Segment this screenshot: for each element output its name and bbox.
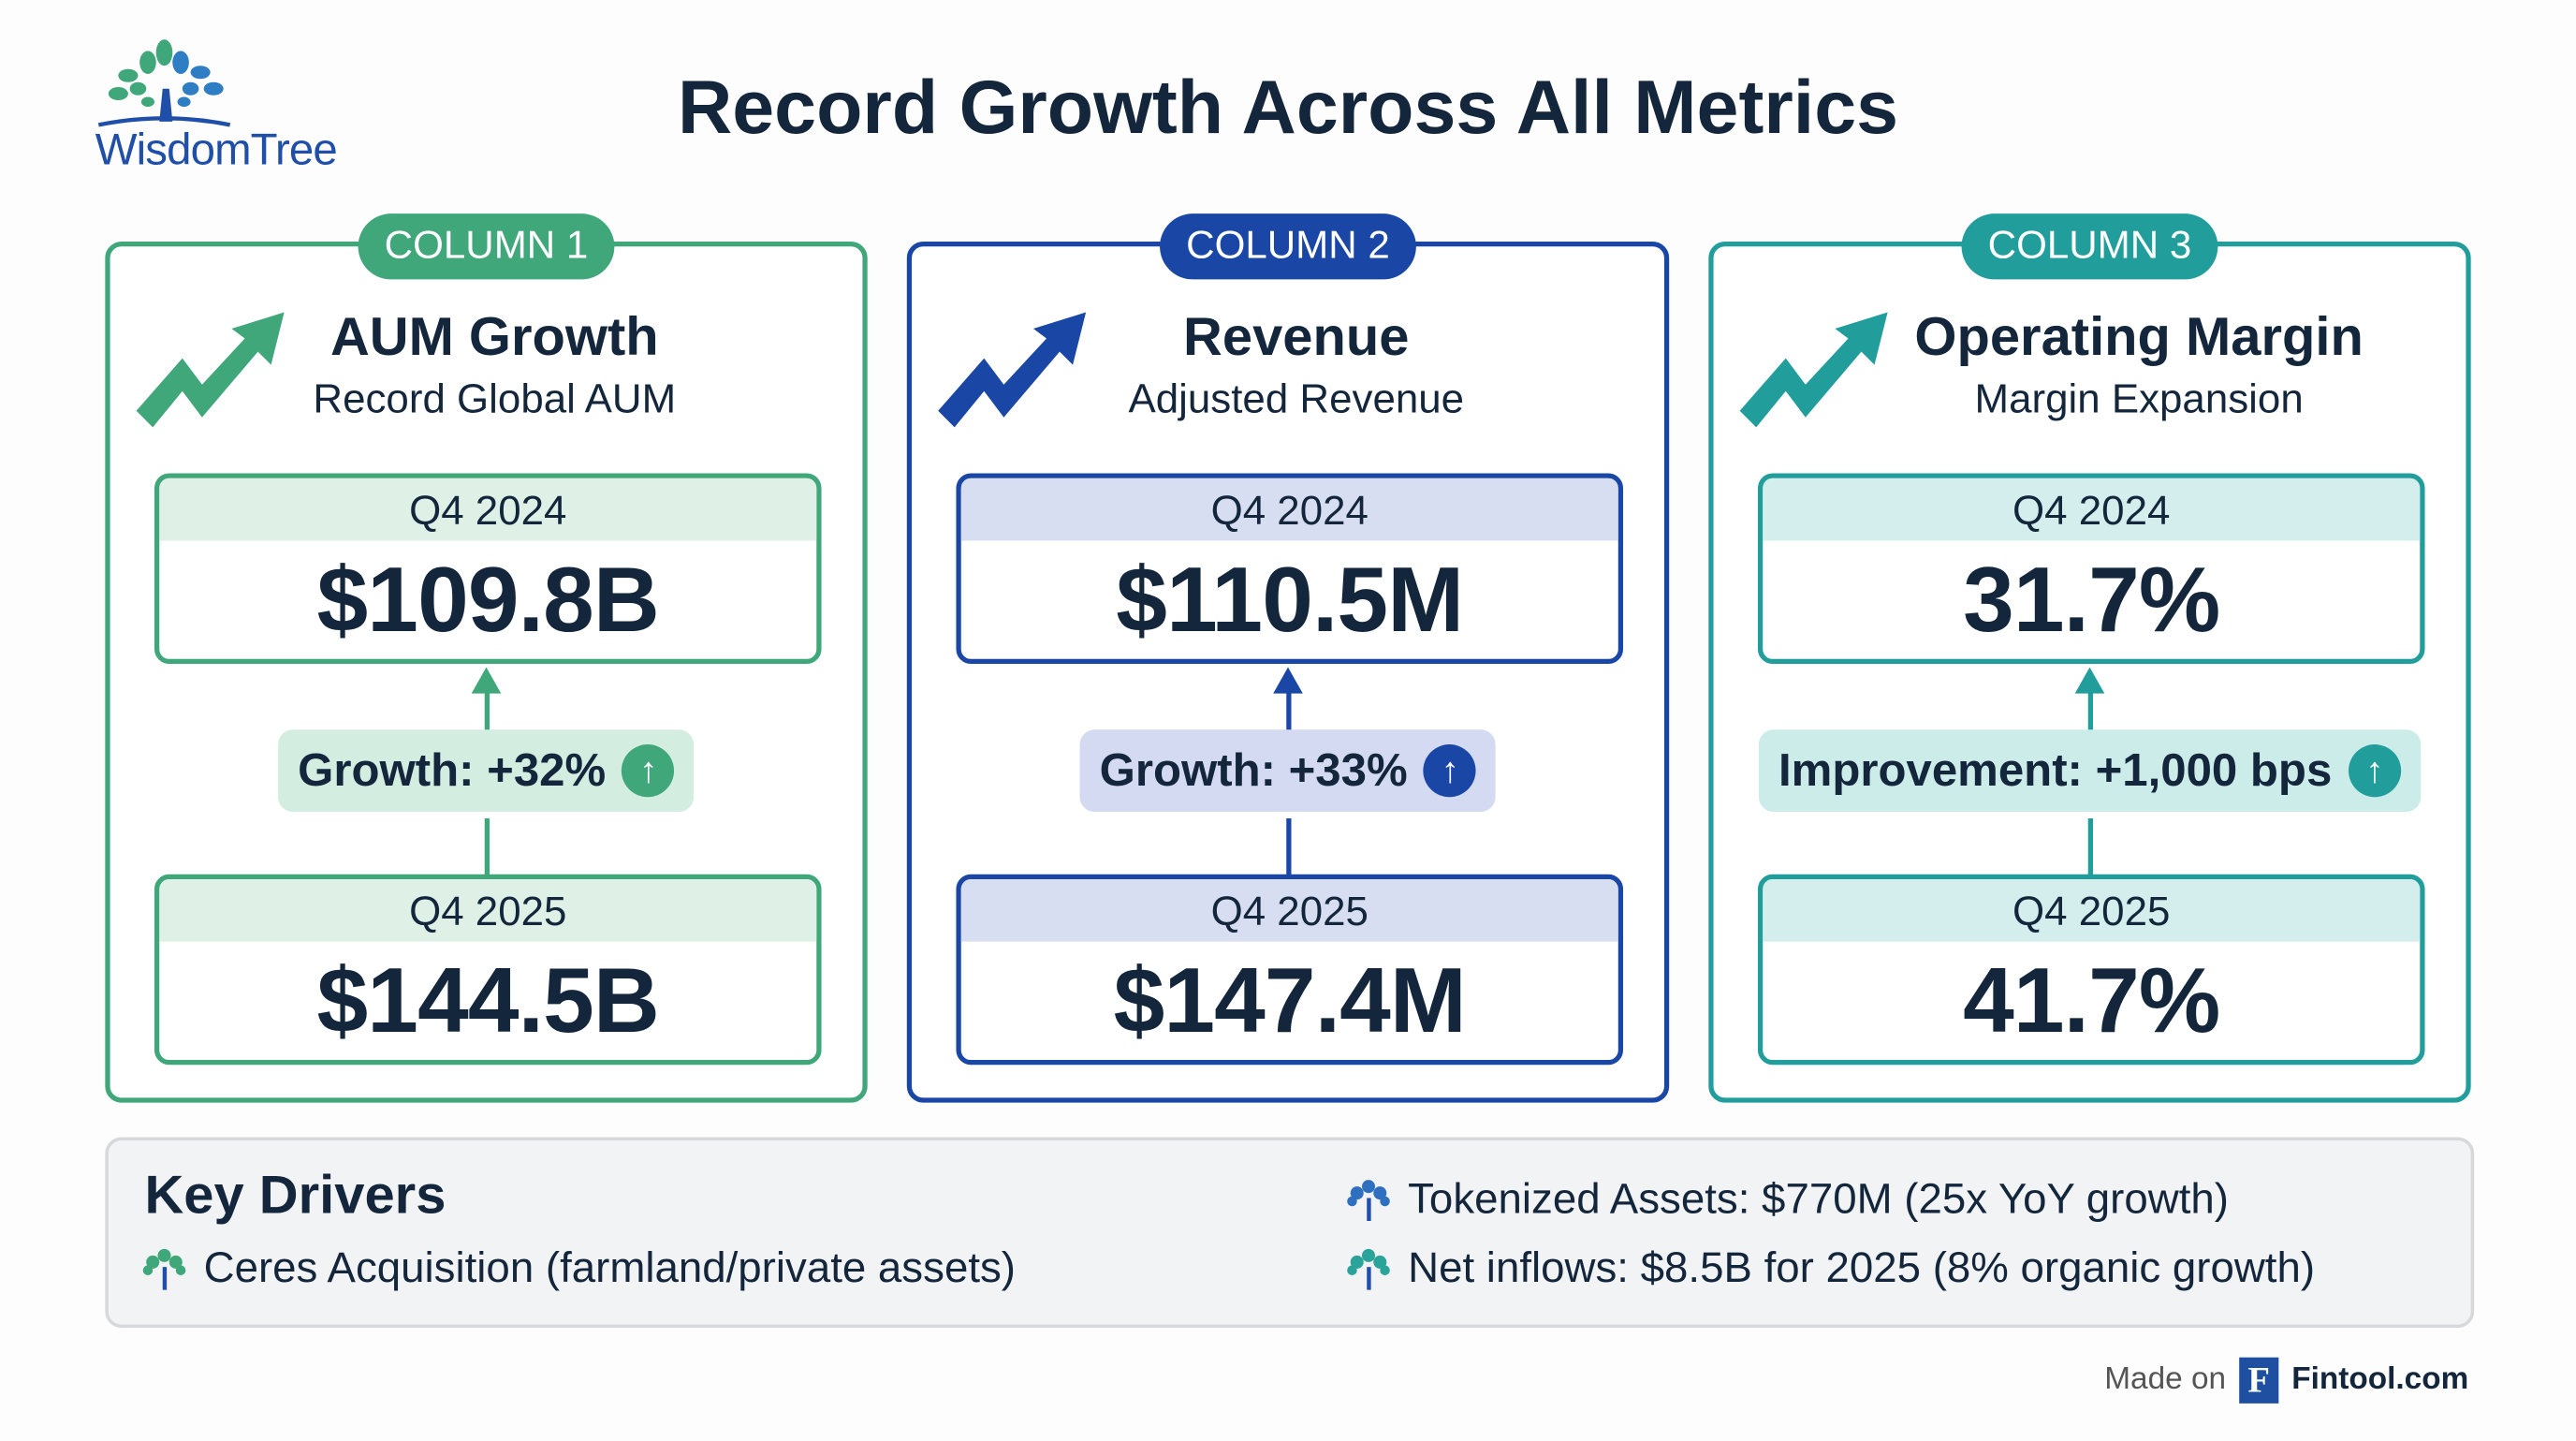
connector-line (2086, 818, 2093, 885)
trend-up-arrow-icon (938, 312, 1087, 428)
connector-line (483, 818, 490, 885)
tree-bullet-icon (1347, 1247, 1390, 1289)
logo-wordmark: WisdomTree (95, 125, 338, 175)
tree-bullet-icon (1347, 1179, 1390, 1221)
arrow-up-circle-icon: ↑ (2348, 744, 2401, 798)
key-drivers-title: Key Drivers (144, 1163, 446, 1225)
arrow-head-icon (2074, 667, 2105, 694)
column-badge: COLUMN 2 (1160, 213, 1416, 280)
metric-box-before: Q4 2024 $109.8B (154, 473, 822, 665)
column-badge: COLUMN 1 (358, 213, 615, 280)
period-label: Q4 2024 (1763, 478, 2421, 541)
metric-value: $144.5B (316, 948, 660, 1052)
metric-box-before: Q4 2024 $110.5M (956, 473, 1624, 665)
metric-box-after: Q4 2025 $147.4M (956, 874, 1624, 1066)
metric-value: 41.7% (1963, 948, 2220, 1052)
metric-value: $110.5M (1116, 547, 1464, 652)
arrow-up-circle-icon: ↑ (622, 744, 675, 798)
driver-text: Net inflows: $8.5B for 2025 (8% organic … (1408, 1242, 2316, 1292)
period-label: Q4 2024 (960, 478, 1618, 541)
metric-value: $147.4M (1113, 948, 1467, 1052)
arrow-head-icon (1273, 667, 1303, 694)
period-label: Q4 2025 (1763, 878, 2421, 942)
growth-pill: Growth: +32% ↑ (278, 729, 695, 813)
column-operating-margin: COLUMN 3 Operating Margin Margin Expansi… (1708, 213, 2471, 1103)
driver-item: Ceres Acquisition (farmland/private asse… (141, 1242, 1016, 1293)
metric-value: 31.7% (1963, 547, 2220, 652)
arrow-head-icon (471, 667, 502, 694)
column-title: Operating Margin (1914, 305, 2364, 367)
growth-text: Improvement: +1,000 bps (1778, 744, 2333, 796)
trend-up-arrow-icon (1739, 312, 1888, 428)
column-subtitle: Adjusted Revenue (1128, 375, 1465, 423)
metric-value: $109.8B (316, 547, 660, 652)
connector-line (1285, 690, 1291, 737)
metric-box-before: Q4 2024 31.7% (1757, 473, 2425, 665)
period-label: Q4 2025 (159, 878, 817, 942)
wisdomtree-logo: WisdomTree (82, 39, 387, 181)
driver-item: Net inflows: $8.5B for 2025 (8% organic … (1345, 1242, 2315, 1293)
column-subtitle: Record Global AUM (313, 375, 677, 423)
fintool-logo-icon: F (2239, 1357, 2279, 1404)
driver-text: Tokenized Assets: $770M (25x YoY growth) (1408, 1173, 2229, 1223)
made-on-text: Made on (2104, 1361, 2227, 1397)
trend-up-arrow-icon (136, 312, 285, 428)
column-title: AUM Growth (329, 305, 659, 367)
metric-box-after: Q4 2025 $144.5B (154, 874, 822, 1066)
driver-text: Ceres Acquisition (farmland/private asse… (203, 1242, 1017, 1292)
arrow-up-circle-icon: ↑ (1424, 744, 1477, 798)
fintool-link[interactable]: Fintool.com (2291, 1361, 2469, 1397)
key-drivers-panel: Key Drivers Ceres Acquisition (farmland/… (105, 1137, 2475, 1329)
period-label: Q4 2024 (159, 478, 817, 541)
column-revenue: COLUMN 2 Revenue Adjusted Revenue Q4 202… (906, 213, 1670, 1103)
driver-item: Tokenized Assets: $770M (25x YoY growth) (1345, 1173, 2229, 1224)
growth-pill: Improvement: +1,000 bps ↑ (1758, 729, 2422, 813)
period-label: Q4 2025 (960, 878, 1618, 942)
column-aum-growth: COLUMN 1 AUM Growth Record Global AUM Q4… (105, 213, 868, 1103)
column-subtitle: Margin Expansion (1974, 375, 2304, 423)
page-title: Record Growth Across All Metrics (0, 63, 2576, 152)
footer-attribution: Made on F Fintool.com (2104, 1357, 2469, 1404)
connector-line (2086, 690, 2093, 737)
page-title-text: Record Growth Across All Metrics (677, 64, 1899, 150)
metric-box-after: Q4 2025 41.7% (1757, 874, 2425, 1066)
connector-line (483, 690, 490, 737)
connector-line (1285, 818, 1291, 885)
growth-text: Growth: +33% (1099, 744, 1408, 796)
tree-logo-icon (97, 39, 231, 127)
growth-pill: Growth: +33% ↑ (1079, 729, 1497, 813)
column-badge: COLUMN 3 (1961, 213, 2218, 280)
growth-text: Growth: +32% (298, 744, 607, 796)
column-title: Revenue (1183, 305, 1410, 367)
tree-bullet-icon (142, 1247, 186, 1289)
